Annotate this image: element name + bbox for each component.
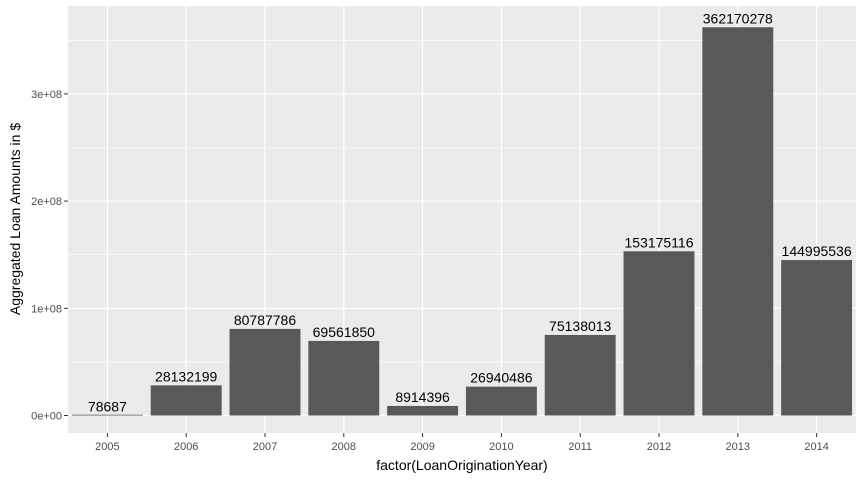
x-tick-label: 2013 xyxy=(726,441,750,453)
x-tick-label: 2007 xyxy=(253,441,277,453)
bar-value-label: 69561850 xyxy=(313,324,376,340)
y-tick-label: 3e+08 xyxy=(31,89,62,101)
bar xyxy=(308,340,380,416)
x-tick-label: 2012 xyxy=(647,441,671,453)
bar xyxy=(387,405,459,416)
bar-value-label: 80787786 xyxy=(234,312,297,328)
bar xyxy=(544,334,616,416)
y-tick-label: 2e+08 xyxy=(31,196,62,208)
x-tick-label: 2011 xyxy=(568,441,592,453)
bar xyxy=(781,260,853,416)
x-axis-title: factor(LoanOriginationYear) xyxy=(376,457,547,473)
bar xyxy=(702,27,774,416)
bar xyxy=(465,386,537,416)
y-tick-label: 1e+08 xyxy=(31,303,62,315)
bar-value-label: 75138013 xyxy=(549,318,612,334)
bar xyxy=(229,328,301,416)
x-tick-label: 2006 xyxy=(174,441,198,453)
bar-value-label: 144995536 xyxy=(782,243,852,259)
bar-value-label: 8914396 xyxy=(395,389,450,405)
bar-value-label: 28132199 xyxy=(155,368,218,384)
bar xyxy=(71,414,143,416)
value-labels: 78687 28132199 80787786 69561850 8914396 2694… xyxy=(88,10,852,414)
x-tick-label: 2009 xyxy=(410,441,434,453)
bar-value-label: 78687 xyxy=(88,398,127,414)
x-tick-label: 2008 xyxy=(332,441,356,453)
bar xyxy=(623,251,695,416)
bars xyxy=(71,27,853,416)
x-axis: 2005 2006 2007 2008 2009 2010 2011 2012 2013 2014 xyxy=(95,433,829,453)
x-tick-label: 2014 xyxy=(804,441,828,453)
x-tick-label: 2005 xyxy=(95,441,119,453)
bar-value-label: 153175116 xyxy=(624,234,693,250)
x-tick-label: 2010 xyxy=(489,441,513,453)
bar xyxy=(150,385,222,416)
bar-value-label: 26940486 xyxy=(470,370,533,386)
bar-value-label: 362170278 xyxy=(703,10,773,26)
y-tick-label: 0e+00 xyxy=(31,411,62,423)
y-axis: 0e+00 1e+08 2e+08 3e+08 xyxy=(31,89,68,423)
y-axis-title: Aggregated Loan Amounts in $ xyxy=(7,123,23,315)
